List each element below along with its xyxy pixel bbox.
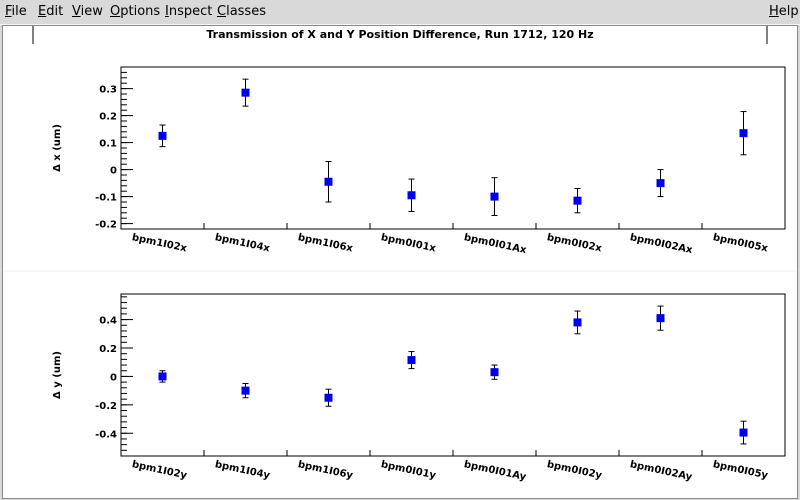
y-axis-title: Δ x (um)	[52, 124, 63, 172]
data-point	[573, 318, 582, 327]
top-pad: -0.2 -0.1 0 0.1 0.2 0.3 bpm1I02x bpm1I04x bpm1I0…	[52, 66, 786, 256]
y-tick-label: 0.3	[99, 85, 117, 96]
x-category-label: bpm0I02Ay	[629, 459, 694, 483]
data-point	[656, 179, 665, 188]
menu-edit-label: Edit	[38, 4, 64, 19]
menu-inspect-label: Inspect	[165, 4, 213, 19]
y-tick-label: -0.2	[95, 401, 117, 412]
data-point	[324, 393, 333, 402]
chart-title: Transmission of X and Y Position Differe…	[206, 28, 593, 41]
menu-file-label: File	[5, 4, 27, 19]
menu-view-label: View	[72, 4, 103, 19]
menu-file[interactable]: File	[5, 4, 27, 19]
x-category-label: bpm0I01y	[380, 459, 437, 481]
y-tick-label: 0	[110, 166, 117, 177]
menu-edit[interactable]: Edit	[38, 4, 63, 19]
x-category-label: bpm0I05y	[712, 459, 769, 481]
x-category-label: bpm0I02y	[546, 459, 603, 481]
data-point	[407, 191, 416, 200]
data-point	[324, 177, 333, 186]
x-category-label: bpm0I05x	[712, 232, 769, 254]
data-point	[573, 196, 582, 205]
y-tick-label: 0.1	[99, 139, 117, 150]
y-tick-label: 0.4	[99, 316, 117, 327]
menu-bar: File Edit View Options Inspect Classes H…	[0, 0, 800, 25]
y-tick-label: 0.2	[99, 112, 117, 123]
x-category-label: bpm1I04y	[214, 459, 271, 481]
plot-frame	[120, 293, 786, 457]
x-category-label: bpm0I01x	[380, 232, 437, 254]
y-tick-label: -0.4	[95, 429, 117, 440]
x-category-label: bpm1I04x	[214, 232, 271, 254]
menu-options-label: Options	[110, 4, 161, 19]
data-point	[158, 372, 167, 381]
menu-classes[interactable]: Classes	[217, 4, 266, 19]
data-point	[241, 386, 250, 395]
data-point	[158, 131, 167, 140]
y-tick-label: 0	[110, 372, 117, 383]
y-tick-label: -0.1	[95, 193, 117, 204]
y-axis-title: Δ y (um)	[52, 351, 63, 399]
data-point	[739, 129, 748, 138]
menu-classes-label: Classes	[217, 4, 266, 19]
menu-options[interactable]: Options	[110, 4, 160, 19]
menu-help[interactable]: Help	[769, 4, 799, 19]
x-category-label: bpm1I02x	[131, 232, 188, 254]
data-point	[490, 192, 499, 201]
menu-inspect[interactable]: Inspect	[165, 4, 212, 19]
x-category-label: bpm0I02Ax	[629, 232, 694, 256]
data-point	[490, 368, 499, 377]
plot-canvas[interactable]	[2, 25, 798, 499]
x-category-label: bpm1I06y	[297, 459, 354, 481]
y-tick-label: 0.2	[99, 344, 117, 355]
x-category-label: bpm1I06x	[297, 232, 354, 254]
y-tick-label: -0.2	[95, 220, 117, 231]
bottom-pad: -0.4 -0.2 0 0.2 0.4 bpm1I02y bpm1I04y bpm1I06y b…	[52, 293, 786, 483]
data-point	[656, 314, 665, 323]
plot-frame	[120, 66, 786, 230]
menu-view[interactable]: View	[72, 4, 103, 19]
data-point	[739, 428, 748, 437]
data-point	[241, 88, 250, 97]
x-category-label: bpm0I01Ax	[463, 232, 528, 256]
menu-help-label: Help	[769, 4, 799, 19]
x-category-label: bpm1I02y	[131, 459, 188, 481]
x-category-label: bpm0I01Ay	[463, 459, 528, 483]
data-point	[407, 356, 416, 365]
x-category-label: bpm0I02x	[546, 232, 603, 254]
